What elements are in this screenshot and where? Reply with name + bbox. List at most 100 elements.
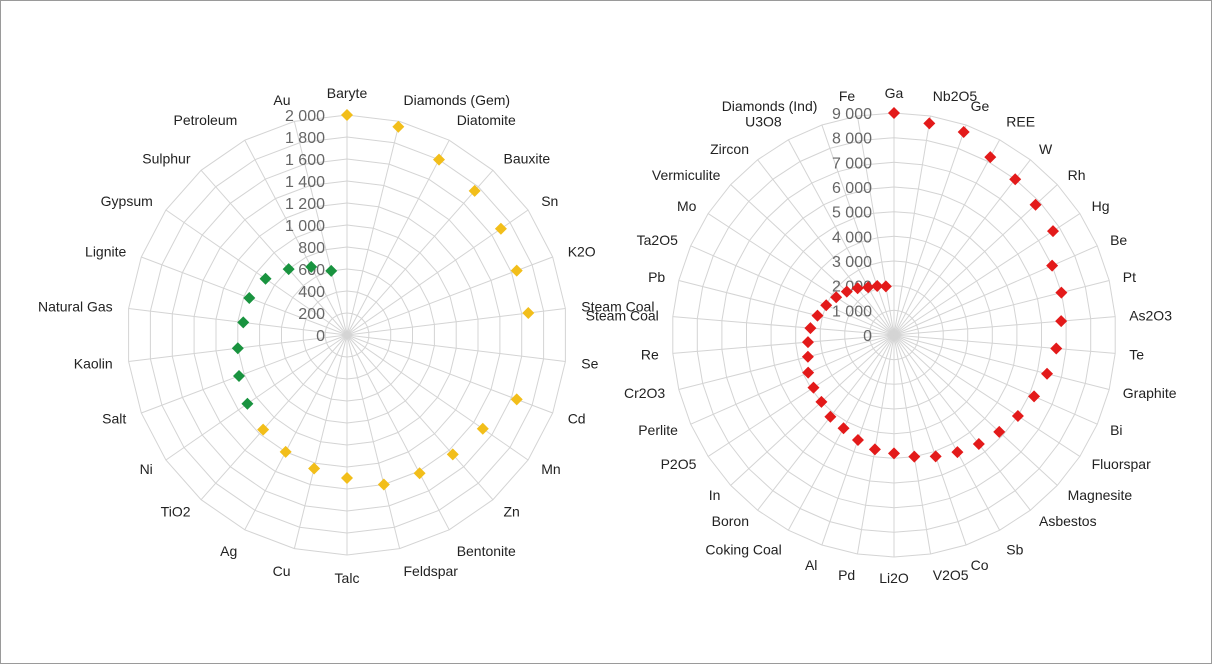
category-label: Zircon [710, 141, 749, 157]
category-label: Graphite [1123, 385, 1177, 401]
spoke-line [893, 280, 1110, 336]
data-point [341, 109, 353, 121]
category-label: Lignite [85, 243, 126, 259]
spoke-line [821, 124, 895, 336]
data-point [1028, 390, 1041, 403]
data-point [811, 309, 824, 322]
category-label: Bentonite [457, 543, 516, 559]
data-point [868, 443, 881, 456]
spoke-line [893, 334, 1116, 354]
spoke-line [165, 334, 348, 461]
category-label: Re [641, 347, 659, 363]
data-point [837, 422, 850, 435]
category-label: Boron [712, 513, 749, 529]
data-point [840, 285, 853, 298]
spoke-line [730, 184, 895, 336]
data-point [815, 395, 828, 408]
data-point [446, 448, 459, 461]
spoke-line [730, 334, 895, 486]
tick-label: 8 000 [832, 131, 872, 148]
spoke-line [678, 280, 895, 336]
spoke-line [672, 316, 895, 336]
data-point [871, 280, 884, 293]
category-label: Diamonds (Gem) [404, 92, 511, 108]
tick-label: 1 200 [285, 196, 325, 213]
data-point [510, 393, 523, 406]
category-label: Al [805, 557, 817, 573]
spoke-line [893, 159, 1031, 336]
tick-label: 1 000 [285, 218, 325, 235]
category-label: P2O5 [661, 456, 697, 472]
spoke-line [346, 334, 494, 501]
data-point [801, 350, 814, 363]
category-label: Gypsum [101, 193, 153, 209]
data-point [392, 120, 405, 133]
category-label: Coking Coal [705, 542, 781, 558]
category-label: Cd [568, 411, 586, 427]
data-point [233, 369, 246, 382]
category-label: Pb [648, 269, 665, 285]
data-point [993, 425, 1006, 438]
data-point [325, 264, 338, 277]
category-label: Kaolin [74, 355, 113, 371]
category-label: Pt [1123, 269, 1136, 285]
spoke-line [128, 307, 348, 336]
category-label: Petroleum [173, 112, 237, 128]
tick-label: 1 400 [285, 174, 325, 191]
spoke-line [690, 334, 895, 425]
category-label: Rh [1068, 167, 1086, 183]
spoke-line [893, 334, 1001, 531]
data-point [984, 151, 997, 164]
category-label: Li2O [879, 570, 909, 586]
spoke-line [244, 334, 348, 531]
category-label: In [709, 487, 721, 503]
data-point [237, 316, 250, 329]
data-point [305, 260, 318, 273]
category-label: Fe [839, 88, 856, 104]
spoke-line [346, 334, 450, 531]
spoke-line [893, 184, 1058, 336]
tick-label: 4 000 [832, 229, 872, 246]
data-point [1011, 409, 1024, 422]
category-label: Au [273, 92, 290, 108]
category-label: Mn [541, 461, 560, 477]
spoke-line [893, 139, 1001, 336]
tick-label: 0 [316, 328, 325, 345]
tick-label: 200 [298, 306, 325, 323]
category-label: Sn [541, 193, 558, 209]
category-label: Fluorspar [1092, 456, 1151, 472]
category-label: Natural Gas [38, 299, 113, 315]
data-point [951, 446, 964, 459]
data-point [282, 263, 295, 276]
spoke-line [678, 334, 895, 390]
data-point [851, 282, 864, 295]
category-label: Ta2O5 [637, 232, 678, 248]
spoke-line [690, 245, 895, 336]
category-label: Be [1110, 232, 1127, 248]
data-point [929, 450, 942, 463]
tick-label: 1 600 [285, 152, 325, 169]
spoke-line [672, 334, 895, 354]
spoke-line [346, 121, 401, 336]
data-point [308, 462, 321, 475]
category-label: W [1039, 141, 1053, 157]
category-label: U3O8 [745, 113, 782, 129]
category-label: Magnesite [1068, 487, 1133, 503]
spoke-line [757, 334, 895, 511]
data-point [807, 381, 820, 394]
data-point [957, 126, 970, 139]
tick-label: 800 [298, 240, 325, 257]
spoke-line [856, 115, 895, 336]
data-point [243, 291, 256, 304]
spoke-line [707, 334, 895, 457]
data-point [1055, 315, 1068, 328]
spoke-line [893, 245, 1098, 336]
spoke-line [346, 139, 450, 336]
data-point [862, 281, 875, 294]
spoke-line [893, 334, 1110, 390]
spoke-line [893, 334, 1098, 425]
tick-label: 0 [863, 328, 872, 345]
category-label: Baryte [327, 85, 368, 101]
data-point [802, 366, 815, 379]
category-label: Ni [140, 461, 153, 477]
